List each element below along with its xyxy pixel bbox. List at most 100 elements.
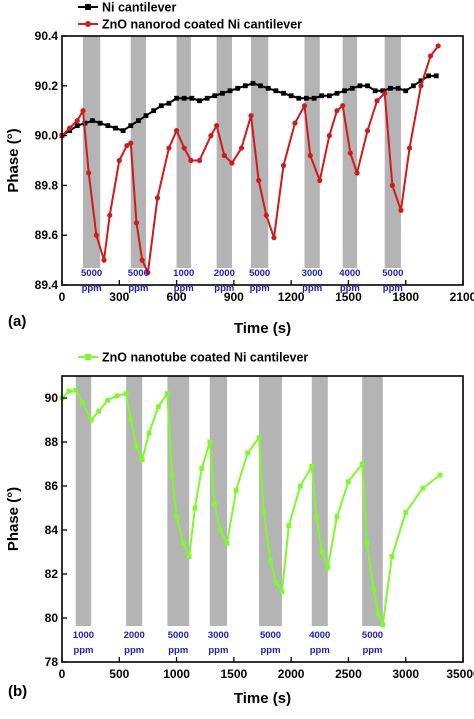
data-point <box>261 510 267 515</box>
y-tick-label: 78 <box>45 655 59 669</box>
y-tick-label: 90.0 <box>35 129 59 143</box>
data-point <box>229 160 235 166</box>
data-point <box>174 514 179 520</box>
data-point <box>292 120 298 126</box>
data-point <box>133 220 140 226</box>
data-point <box>105 397 111 403</box>
x-tick-label: 300 <box>109 290 129 304</box>
data-point <box>217 527 223 533</box>
data-point <box>90 118 95 124</box>
legend-swatch-marker <box>85 354 91 360</box>
data-point <box>128 123 134 129</box>
data-point <box>347 150 353 156</box>
data-point <box>181 145 187 151</box>
band-unit-label: ppm <box>82 283 102 294</box>
band-concentration-label: 1000 <box>73 630 94 641</box>
data-point <box>169 472 175 478</box>
data-point <box>123 391 129 396</box>
data-point <box>151 108 157 114</box>
band-concentration-label: 5000 <box>128 268 149 279</box>
data-point <box>235 85 241 91</box>
panel-label: (a) <box>8 313 26 330</box>
band-unit-label: ppm <box>340 283 360 294</box>
data-point <box>288 93 294 99</box>
y-tick-label: 89.8 <box>35 178 59 192</box>
legend-entry: ZnO nanorod coated Ni cantilever <box>102 18 302 32</box>
data-point <box>86 170 92 176</box>
data-point <box>297 483 303 489</box>
band-concentration-label: 5000 <box>362 630 383 641</box>
data-point <box>116 157 122 164</box>
exposure-band <box>304 36 320 268</box>
y-axis-label: Phase (°) <box>5 487 22 551</box>
band-unit-label: ppm <box>260 645 280 656</box>
band-unit-label: ppm <box>208 645 228 656</box>
data-point <box>371 587 377 592</box>
data-point <box>224 540 230 546</box>
band-unit-label: ppm <box>168 645 188 656</box>
data-point <box>403 510 409 515</box>
data-point <box>313 514 319 520</box>
band-concentration-label: 5000 <box>249 268 270 279</box>
data-point <box>346 479 351 484</box>
data-point <box>143 113 149 119</box>
data-point <box>304 95 309 101</box>
data-point <box>155 404 161 410</box>
data-point <box>389 554 395 559</box>
band-concentration-label: 4000 <box>339 268 360 279</box>
data-point <box>242 83 248 89</box>
x-tick-label: 2500 <box>335 667 362 681</box>
band-concentration-label: 5000 <box>382 268 403 279</box>
band-unit-label: ppm <box>214 283 234 294</box>
data-point <box>139 457 145 462</box>
band-unit-label: ppm <box>383 283 403 294</box>
exposure-band <box>259 376 282 626</box>
data-point <box>154 195 161 201</box>
data-point <box>433 73 439 79</box>
band-concentration-label: 4000 <box>309 630 330 641</box>
series-layer <box>59 387 443 629</box>
data-point <box>74 123 80 129</box>
data-point <box>146 430 152 436</box>
legend-entry: ZnO nanotube coated Ni cantilever <box>102 351 308 365</box>
data-point <box>398 207 404 213</box>
x-tick-label: 600 <box>167 290 187 304</box>
data-point <box>301 103 308 109</box>
data-point <box>374 98 380 104</box>
exposure-band <box>209 376 227 626</box>
data-point <box>273 88 279 94</box>
data-point <box>139 257 145 263</box>
data-point <box>101 257 107 263</box>
y-tick-label: 88 <box>45 435 59 449</box>
series-line <box>61 389 441 629</box>
data-point <box>334 514 340 520</box>
data-point <box>233 488 239 493</box>
data-point <box>66 389 72 394</box>
series-line <box>61 45 439 277</box>
band-concentration-label: 3000 <box>208 630 229 641</box>
x-tick-label: 1500 <box>221 667 248 681</box>
data-point <box>221 152 227 159</box>
data-point <box>80 400 86 405</box>
data-point <box>326 133 332 139</box>
data-point <box>271 235 277 241</box>
data-point <box>410 83 416 89</box>
band-unit-label: ppm <box>310 645 330 656</box>
data-point <box>212 93 218 99</box>
legend-swatch-marker <box>85 4 91 10</box>
y-tick-label: 80 <box>45 611 59 625</box>
data-point <box>173 128 180 134</box>
band-concentration-label: 5000 <box>81 268 102 279</box>
data-point <box>166 145 172 151</box>
data-point <box>114 393 120 399</box>
data-point <box>220 90 225 96</box>
plot-frame <box>61 375 464 663</box>
data-point <box>325 565 331 570</box>
data-point <box>382 90 388 96</box>
data-point <box>208 133 214 139</box>
data-point <box>88 417 94 423</box>
data-point <box>256 177 262 184</box>
data-point <box>245 450 251 456</box>
data-point <box>380 622 386 627</box>
